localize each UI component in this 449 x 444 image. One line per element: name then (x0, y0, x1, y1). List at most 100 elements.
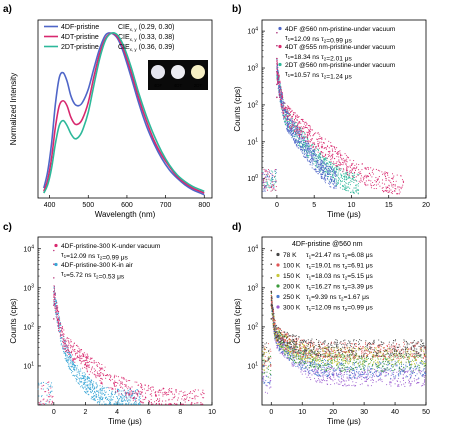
data-point (377, 169, 379, 171)
data-point (69, 358, 71, 360)
data-point (267, 172, 269, 174)
data-point (372, 381, 374, 384)
data-point (292, 365, 294, 367)
data-point (318, 143, 320, 145)
data-point (100, 395, 102, 397)
data-point (326, 173, 328, 175)
data-point (333, 181, 336, 183)
data-point (117, 376, 119, 378)
data-point (103, 403, 106, 405)
data-point (53, 291, 55, 294)
data-point (298, 361, 301, 363)
data-point (304, 140, 307, 142)
data-point (275, 172, 277, 174)
inset-label: 4DT (174, 83, 183, 88)
data-point (394, 378, 396, 380)
data-point (405, 375, 408, 377)
data-point (68, 368, 70, 370)
data-point (155, 400, 157, 402)
data-point (390, 374, 392, 376)
data-point (312, 365, 314, 367)
data-point (278, 76, 280, 78)
data-point (375, 184, 377, 186)
data-point (304, 367, 306, 369)
data-point (85, 356, 87, 358)
data-point (283, 109, 285, 111)
data-point (81, 372, 83, 374)
data-point (299, 360, 302, 362)
data-point (41, 396, 43, 398)
data-point (374, 184, 376, 186)
data-point (102, 375, 105, 377)
data-point (424, 380, 426, 382)
data-point (386, 384, 388, 386)
data-point (402, 374, 404, 376)
data-point (43, 398, 45, 400)
data-point (336, 364, 338, 367)
data-point (406, 371, 408, 373)
data-point (381, 379, 383, 381)
data-point (332, 180, 335, 182)
x-tick-label: 10 (348, 202, 356, 209)
data-point (101, 387, 103, 389)
data-point (377, 178, 379, 181)
data-point (305, 370, 307, 372)
data-point (392, 180, 395, 183)
data-point (356, 166, 358, 168)
data-point (293, 137, 295, 139)
data-point (139, 397, 141, 400)
data-point (330, 145, 332, 147)
data-point (197, 395, 199, 397)
data-point (55, 306, 57, 308)
data-point (140, 392, 142, 395)
data-point (387, 191, 389, 194)
data-point (303, 150, 306, 153)
data-point (188, 392, 190, 395)
data-point (351, 172, 354, 175)
data-point (120, 399, 122, 401)
data-point (292, 118, 294, 120)
data-point (357, 359, 359, 361)
data-point (273, 175, 275, 178)
data-point (305, 157, 307, 159)
data-point (168, 389, 170, 391)
data-point (402, 184, 404, 186)
data-point (301, 120, 304, 122)
data-point (85, 359, 87, 361)
data-point (109, 378, 111, 380)
data-point (375, 371, 378, 373)
data-point (361, 383, 363, 385)
data-point (79, 360, 81, 362)
data-point (376, 376, 378, 378)
data-point (300, 139, 302, 141)
data-point (85, 366, 87, 368)
data-point (347, 183, 349, 185)
data-point (76, 374, 78, 376)
data-point (74, 349, 76, 351)
data-point (318, 170, 320, 172)
data-point (44, 391, 46, 393)
data-point (113, 384, 115, 386)
data-point (333, 383, 336, 385)
data-point (409, 383, 412, 385)
data-point (86, 381, 88, 383)
data-point (334, 171, 336, 174)
data-point (283, 111, 285, 113)
data-point (309, 376, 311, 379)
data-point (375, 366, 377, 368)
data-point (319, 169, 321, 171)
data-point (387, 172, 389, 174)
data-point (272, 188, 274, 190)
data-point (151, 386, 153, 388)
data-point (332, 353, 334, 355)
data-point (280, 101, 282, 103)
data-point (348, 175, 350, 178)
data-point (323, 164, 325, 166)
data-point (392, 370, 394, 372)
data-point (271, 183, 273, 186)
data-point (312, 152, 314, 154)
data-point (306, 151, 308, 153)
data-point (322, 366, 324, 368)
data-point (203, 397, 205, 399)
data-point (90, 369, 93, 371)
